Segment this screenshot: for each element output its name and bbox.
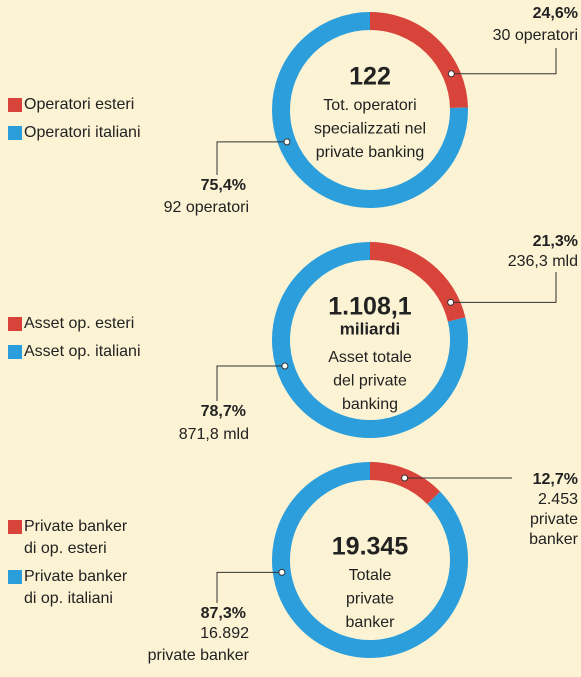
- center-text: banking: [342, 396, 398, 413]
- legend-swatch: [8, 98, 22, 112]
- detail-label: private banker: [148, 647, 250, 664]
- leader-line: [216, 365, 285, 401]
- donut-segment: [272, 462, 468, 658]
- center-title: miliardi: [340, 319, 400, 338]
- value-label: 87,3%: [201, 605, 246, 622]
- center-title: 122: [349, 63, 391, 91]
- center-text: del private: [333, 373, 407, 390]
- leader-dot: [281, 362, 289, 370]
- legend-entry: Operatori italiani: [8, 122, 141, 144]
- value-label: 12,7%: [533, 471, 578, 488]
- center-text: Asset totale: [328, 349, 412, 366]
- leader-dot: [447, 298, 455, 306]
- donut-segment: [369, 462, 441, 505]
- center-title: 19.345: [332, 533, 409, 561]
- legend-label: Private banker di op. italiani: [24, 568, 128, 607]
- detail-label: 16.892: [200, 625, 249, 642]
- legend-swatch: [8, 126, 22, 140]
- detail-label: 2.453: [538, 491, 578, 508]
- detail-label: 30 operatori: [493, 27, 578, 44]
- leader-line: [216, 571, 282, 603]
- legend-swatch: [8, 520, 22, 534]
- leader-line: [451, 48, 557, 75]
- legend-label: Asset op. esteri: [24, 315, 135, 332]
- detail-label: 92 operatori: [164, 199, 249, 216]
- legend-label: Operatori esteri: [24, 96, 135, 113]
- leader-dot: [283, 138, 291, 146]
- legend-entry: Asset op. italiani: [8, 341, 141, 363]
- legend-entry: Private banker di op. esteri: [8, 516, 127, 560]
- detail-label: 871,8 mld: [179, 426, 249, 443]
- donut-segment: [272, 242, 468, 438]
- legend-swatch: [8, 345, 22, 359]
- center-title: 1.108,1: [328, 293, 412, 321]
- legend-label: Operatori italiani: [24, 124, 141, 141]
- leader-dot: [401, 474, 409, 482]
- legend-swatch: [8, 317, 22, 331]
- donut-segment: [272, 12, 468, 208]
- value-label: 24,6%: [533, 5, 578, 22]
- detail-label: 236,3 mld: [508, 253, 578, 270]
- legend-swatch: [8, 570, 22, 584]
- center-text: banker: [346, 614, 396, 631]
- detail-label: banker: [529, 531, 579, 548]
- leader-line: [450, 272, 557, 303]
- donut-segment: [369, 12, 468, 109]
- leader-dot: [278, 568, 286, 576]
- center-text: Tot. operatori: [323, 97, 416, 114]
- center-text: private banking: [316, 144, 425, 161]
- value-label: 21,3%: [533, 233, 578, 250]
- legend-entry: Operatori esteri: [8, 94, 134, 116]
- legend-label: Private banker di op. esteri: [24, 518, 128, 557]
- legend-entry: Private banker di op. italiani: [8, 566, 127, 610]
- detail-label: private: [530, 511, 578, 528]
- center-text: Totale: [349, 567, 392, 584]
- leader-dot: [447, 70, 455, 78]
- value-label: 78,7%: [201, 403, 246, 420]
- legend-label: Asset op. italiani: [24, 343, 141, 360]
- leader-line: [216, 141, 287, 175]
- value-label: 75,4%: [201, 177, 246, 194]
- legend-entry: Asset op. esteri: [8, 313, 134, 335]
- center-text: private: [346, 591, 394, 608]
- center-text: specializzati nel: [314, 121, 426, 138]
